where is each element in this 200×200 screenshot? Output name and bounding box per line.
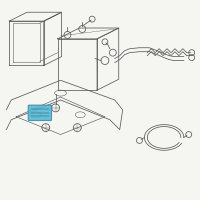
FancyBboxPatch shape (28, 105, 51, 121)
